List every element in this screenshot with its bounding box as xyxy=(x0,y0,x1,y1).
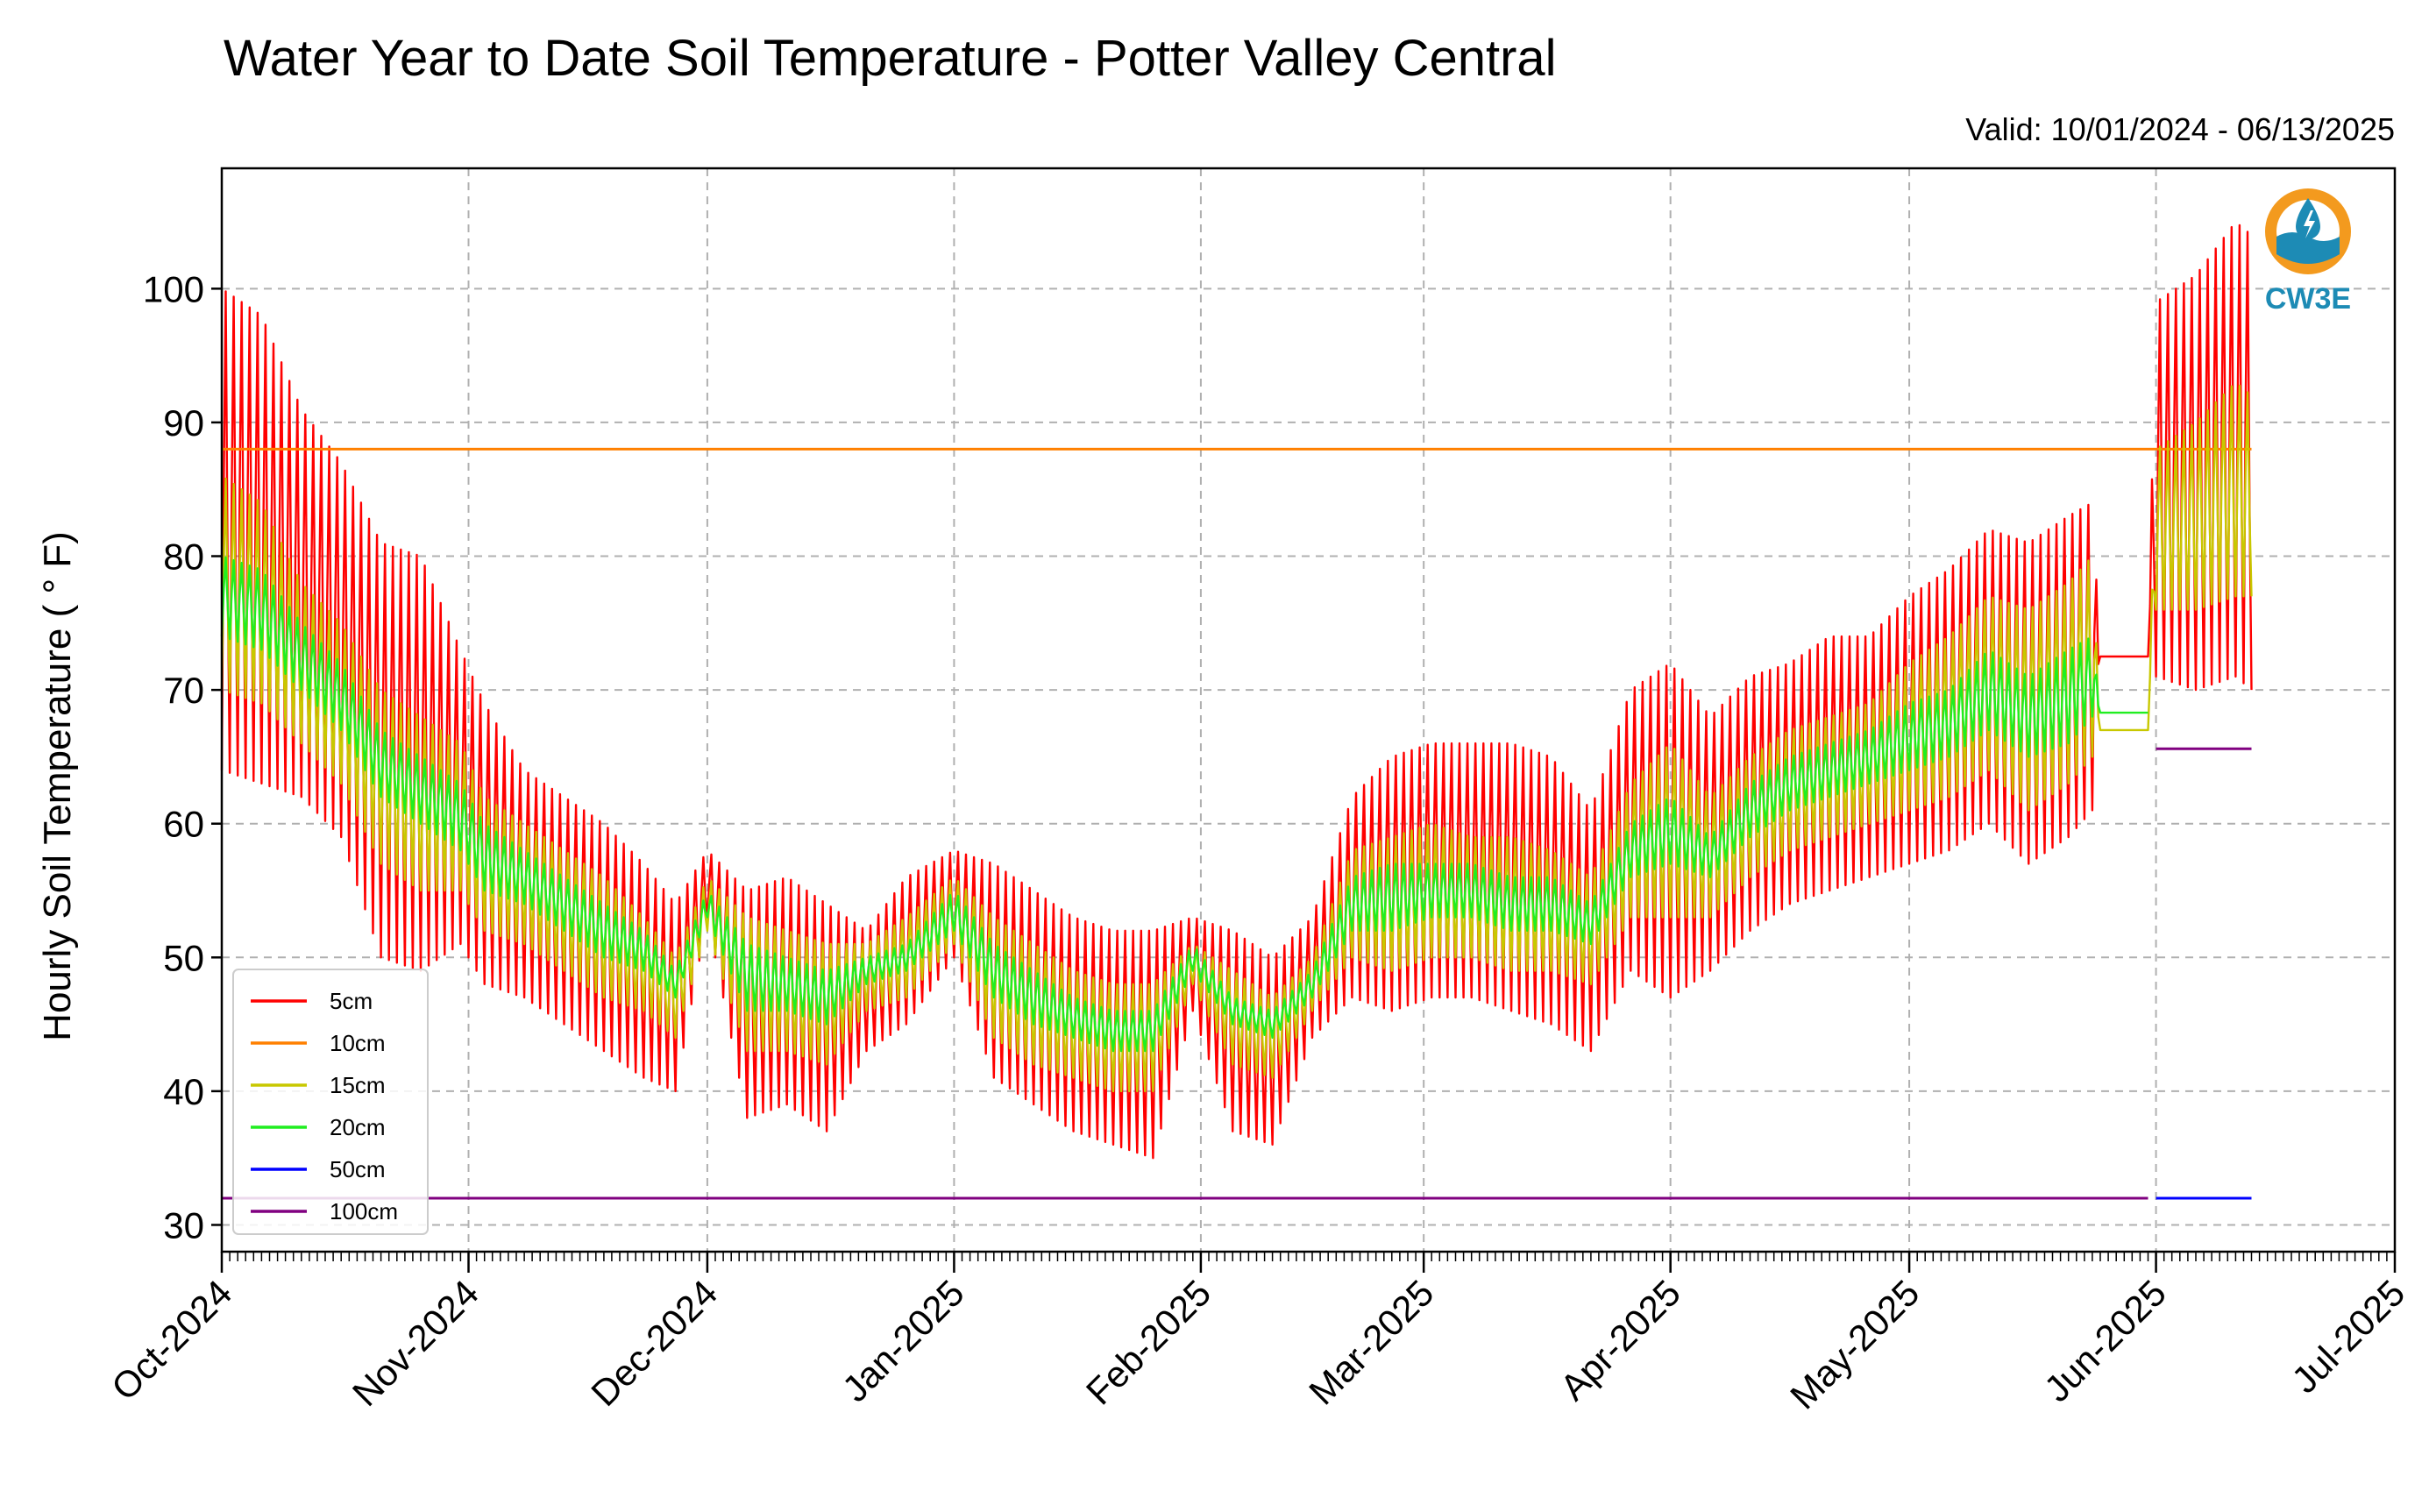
y-tick-label: 30 xyxy=(163,1204,204,1246)
x-tick-label: Nov-2024 xyxy=(344,1272,487,1414)
series-line-5cm xyxy=(220,224,2253,1160)
x-tick-label: Apr-2025 xyxy=(1552,1272,1688,1408)
y-tick-label: 90 xyxy=(163,402,204,444)
x-tick-label: Jan-2025 xyxy=(835,1272,972,1409)
x-tick-label: Oct-2024 xyxy=(103,1272,239,1408)
x-tick-label: May-2025 xyxy=(1782,1272,1927,1416)
legend-label-100cm: 100cm xyxy=(330,1198,398,1225)
y-axis-ticks: 30 40 50 60 70 80 90 100 xyxy=(143,268,222,1246)
chart-title: Water Year to Date Soil Temperature - Po… xyxy=(224,30,1557,87)
series-line-20cm xyxy=(220,556,2148,1053)
legend-label-10cm: 10cm xyxy=(330,1030,386,1056)
x-axis-ticks: Oct-2024 Nov-2024 Dec-2024 Jan-2025 Feb-2025… xyxy=(103,1252,2412,1416)
series-layer xyxy=(220,224,2253,1200)
plot-border xyxy=(220,167,2397,1253)
legend-label-15cm: 15cm xyxy=(330,1072,386,1098)
cw3e-logo-text: CW3E xyxy=(2265,282,2351,316)
plot-frame xyxy=(220,167,2397,1253)
x-tick-label: Dec-2024 xyxy=(583,1272,725,1414)
x-tick-label: Mar-2025 xyxy=(1301,1272,1441,1412)
x-tick-label: Jul-2025 xyxy=(2283,1272,2412,1401)
legend-label-5cm: 5cm xyxy=(330,988,373,1014)
valid-range-label: Valid: 10/01/2024 - 06/13/2025 xyxy=(1965,111,2395,147)
series-line-15cm xyxy=(220,384,2253,1093)
legend-label-50cm: 50cm xyxy=(330,1156,386,1182)
y-tick-label: 80 xyxy=(163,536,204,578)
cw3e-logo-icon xyxy=(2265,188,2351,274)
y-tick-label: 40 xyxy=(163,1071,204,1112)
y-tick-label: 60 xyxy=(163,804,204,845)
x-minor-ticks xyxy=(221,1252,2396,1261)
x-tick-label: Jun-2025 xyxy=(2036,1272,2174,1409)
y-tick-label: 50 xyxy=(163,937,204,978)
x-tick-label: Feb-2025 xyxy=(1078,1272,1218,1412)
legend-label-20cm: 20cm xyxy=(330,1114,386,1140)
legend: 5cm 10cm 15cm 20cm 50cm 100cm xyxy=(232,969,429,1235)
y-axis-label: Hourly Soil Temperature ( ° F) xyxy=(36,531,79,1041)
cw3e-logo: CW3E xyxy=(2265,188,2351,316)
series-line-100cm xyxy=(222,747,2252,1200)
y-tick-label: 100 xyxy=(143,268,204,309)
y-tick-label: 70 xyxy=(163,670,204,711)
